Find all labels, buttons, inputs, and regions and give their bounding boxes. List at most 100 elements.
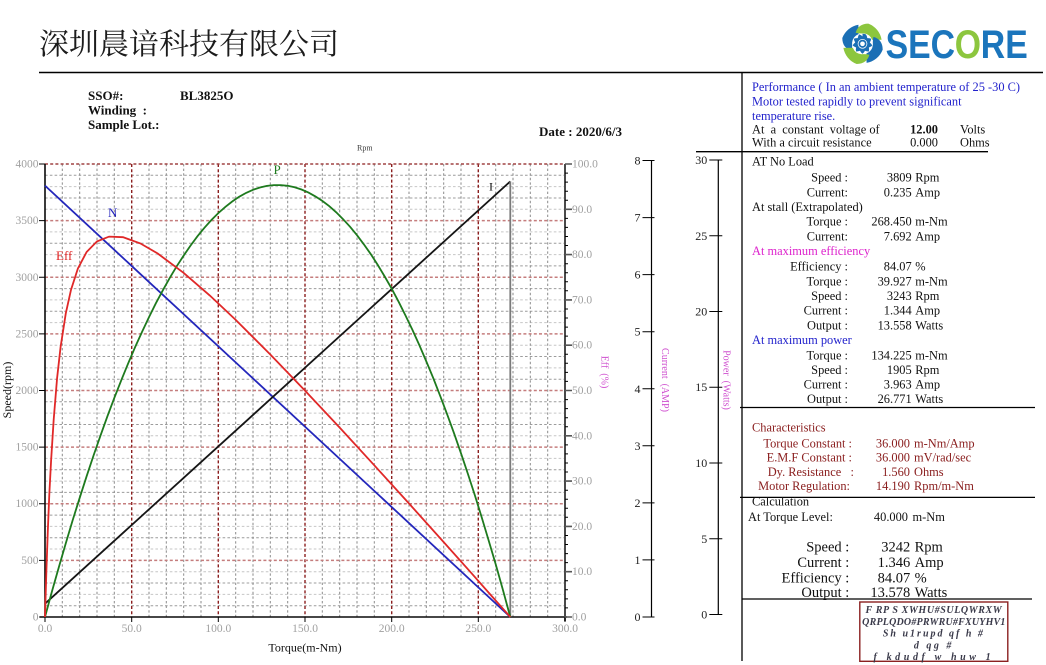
svg-text:14.190: 14.190: [876, 479, 910, 493]
svg-text:P: P: [274, 162, 281, 177]
svg-text:15: 15: [695, 380, 707, 394]
svg-text:0.0: 0.0: [572, 612, 587, 624]
svg-text:Torque :: Torque :: [807, 348, 848, 362]
svg-text:Watts: Watts: [915, 392, 943, 406]
svg-text:Rpm/m-Nm: Rpm/m-Nm: [914, 479, 974, 493]
svg-text:m-Nm: m-Nm: [913, 510, 946, 524]
svg-text:Watts: Watts: [915, 318, 943, 332]
svg-text:0: 0: [635, 610, 641, 624]
svg-text:Amp: Amp: [915, 185, 940, 199]
svg-text:13.578: 13.578: [870, 585, 910, 601]
svg-text:0.235: 0.235: [884, 185, 912, 199]
svg-text:3.963: 3.963: [884, 378, 912, 392]
svg-text:268.450: 268.450: [871, 215, 911, 229]
svg-text:7.692: 7.692: [884, 229, 912, 243]
svg-text:Watts: Watts: [915, 585, 948, 601]
svg-text:Amp: Amp: [915, 555, 944, 571]
svg-text:3: 3: [635, 439, 641, 453]
svg-text:0: 0: [33, 612, 39, 624]
svg-text:90.0: 90.0: [572, 204, 592, 216]
svg-text:12.00: 12.00: [910, 123, 938, 137]
svg-text:At maximum efficiency: At maximum efficiency: [752, 244, 871, 258]
svg-text:At stall (Extrapolated): At stall (Extrapolated): [752, 200, 863, 214]
svg-text:Speed :: Speed :: [811, 289, 848, 303]
svg-text:70.0: 70.0: [572, 294, 592, 306]
svg-text:80.0: 80.0: [572, 249, 592, 261]
svg-text:Current (AMP): Current (AMP): [659, 348, 670, 412]
svg-text:10.0: 10.0: [572, 566, 592, 578]
svg-text:Characteristics: Characteristics: [752, 421, 826, 435]
svg-text:3242: 3242: [881, 540, 910, 556]
svg-text:2: 2: [635, 496, 641, 510]
svg-text:2000: 2000: [16, 385, 39, 397]
svg-text:36.000: 36.000: [876, 451, 910, 465]
svg-text:Torque(m-Nm): Torque(m-Nm): [268, 641, 341, 655]
svg-text:Winding :: Winding :: [88, 103, 147, 118]
svg-text:E.M.F Constant :: E.M.F Constant :: [767, 451, 852, 465]
svg-text:250.0: 250.0: [465, 623, 491, 635]
svg-text:26.771: 26.771: [878, 392, 912, 406]
svg-text:134.225: 134.225: [871, 348, 911, 362]
svg-text:f kdudf w huw 1: f kdudf w huw 1: [874, 652, 995, 663]
svg-text:39.927: 39.927: [878, 274, 912, 288]
svg-text:1500: 1500: [16, 442, 39, 454]
svg-text:Sample Lot.:: Sample Lot.:: [88, 117, 160, 132]
svg-text:Rpm: Rpm: [915, 363, 939, 377]
svg-text:QRPLQDO#PRWRU#FXUYHV1: QRPLQDO#PRWRU#FXUYHV1: [862, 617, 1005, 628]
svg-text:2500: 2500: [16, 328, 39, 340]
svg-text:Output :: Output :: [801, 585, 849, 601]
svg-text:100.0: 100.0: [572, 159, 598, 171]
svg-text:Ohms: Ohms: [914, 465, 944, 479]
svg-text:10: 10: [695, 456, 707, 470]
svg-text:500: 500: [21, 555, 39, 567]
svg-text:Dy. Resistance :: Dy. Resistance :: [768, 465, 854, 479]
svg-text:200.0: 200.0: [379, 623, 405, 635]
svg-text:Sh u1rupd qf h #: Sh u1rupd qf h #: [883, 629, 985, 640]
svg-text:25: 25: [695, 229, 707, 243]
svg-text:1000: 1000: [16, 498, 39, 510]
svg-text:1.346: 1.346: [878, 555, 911, 571]
svg-text:3500: 3500: [16, 215, 39, 227]
svg-text:1.560: 1.560: [882, 465, 910, 479]
svg-text:Current :: Current :: [804, 378, 848, 392]
svg-text:Efficiency :: Efficiency :: [790, 260, 848, 274]
svg-text:13.558: 13.558: [878, 318, 912, 332]
svg-text:40.000: 40.000: [874, 510, 908, 524]
svg-text:Current:: Current:: [807, 229, 848, 243]
svg-text:5: 5: [635, 325, 641, 339]
svg-text:3000: 3000: [16, 272, 39, 284]
svg-text:40.0: 40.0: [572, 430, 592, 442]
svg-text:Current :: Current :: [797, 555, 849, 571]
svg-text:Rpm: Rpm: [915, 289, 939, 303]
svg-text:Eff: Eff: [56, 248, 73, 263]
svg-text:m-Nm: m-Nm: [915, 348, 948, 362]
svg-text:20.0: 20.0: [572, 521, 592, 533]
svg-text:Amp: Amp: [915, 229, 940, 243]
svg-text:Performance ( In an ambient te: Performance ( In an ambient temperature …: [752, 80, 1020, 94]
svg-text:0.000: 0.000: [910, 136, 938, 150]
svg-text:300.0: 300.0: [552, 623, 578, 635]
svg-text:m-Nm: m-Nm: [915, 274, 948, 288]
svg-text:At Torque Level:: At Torque Level:: [748, 510, 833, 524]
svg-text:50.0: 50.0: [572, 385, 592, 397]
svg-text:1905: 1905: [887, 363, 912, 377]
svg-text:Torque :: Torque :: [807, 215, 848, 229]
svg-text:5: 5: [701, 532, 707, 546]
svg-text:30: 30: [695, 153, 707, 167]
svg-text:Current:: Current:: [807, 185, 848, 199]
svg-text:Volts: Volts: [960, 123, 985, 137]
svg-text:At maximum power: At maximum power: [752, 333, 853, 347]
svg-text:AT No Load: AT No Load: [752, 155, 815, 169]
svg-text:BL3825O: BL3825O: [180, 88, 233, 103]
svg-text:Output :: Output :: [807, 392, 848, 406]
svg-text:Speed :: Speed :: [811, 363, 848, 377]
svg-text:mV/rad/sec: mV/rad/sec: [914, 451, 972, 465]
svg-text:4: 4: [635, 382, 641, 396]
svg-text:%: %: [915, 570, 927, 586]
svg-text:1.344: 1.344: [884, 304, 912, 318]
svg-text:Speed(rpm): Speed(rpm): [0, 362, 14, 419]
svg-text:Amp: Amp: [915, 378, 940, 392]
svg-text:3809: 3809: [887, 171, 912, 185]
svg-text:30.0: 30.0: [572, 476, 592, 488]
svg-text:I: I: [489, 180, 493, 194]
